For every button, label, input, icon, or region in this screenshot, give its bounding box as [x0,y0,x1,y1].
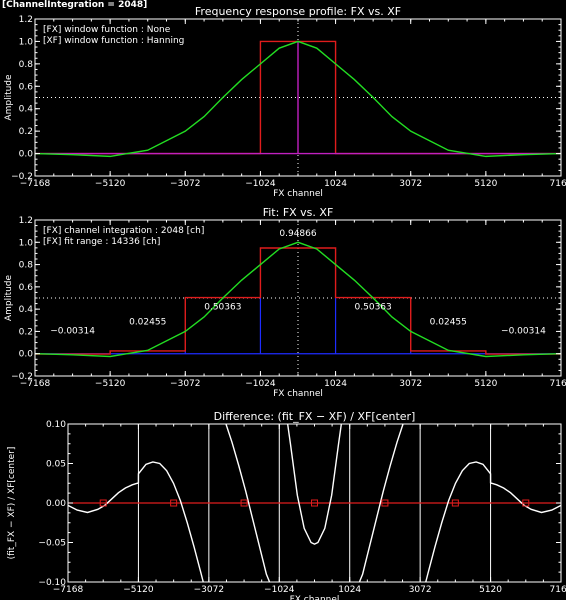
series-line-difference [490,482,561,514]
chart-panel-2: Fit: FX vs. XF −0.00314 0.02455 0.50363 0.94… [4,206,566,399]
series-line-fx_impulse [35,41,561,155]
x-tick-label: 5120 [474,379,497,389]
annotation-text: [XF] window function : Hanning [43,36,184,46]
bin-value-label: 0.94866 [279,229,316,239]
x-axis-label: FX channel [273,189,323,199]
y-tick-label: −0.10 [38,578,66,588]
y-tick-label: 1.0 [19,37,34,47]
y-tick-label: 0.2 [19,327,33,337]
bin-value-label: 0.50363 [355,303,392,313]
y-tick-label: 0.4 [19,305,34,315]
annotation-text: [FX] window function : None [43,25,171,35]
x-tick-label: −1024 [245,179,276,189]
y-tick-label: 0.10 [46,420,66,430]
y-tick-label: −0.2 [11,372,33,382]
x-tick-label: −1024 [245,379,276,389]
y-tick-label: 0.8 [19,261,34,271]
x-tick-label: 7168 [550,585,566,595]
x-tick-label: −7168 [53,585,84,595]
annotation-text: [FX] channel integration : 2048 [ch] [43,226,204,236]
data-marker [170,499,178,507]
fit-step-line [35,247,561,355]
y-tick-label: 0.05 [46,460,66,470]
y-tick-label: 0.6 [19,82,34,92]
chart-title: Fit: FX vs. XF [263,206,334,219]
x-tick-label: 1024 [338,585,361,595]
x-tick-label: −7168 [20,179,51,189]
chart-header: [ChannelIntegration = 2048] [2,0,148,10]
x-tick-label: −7168 [20,379,51,389]
y-tick-label: 0.00 [46,499,66,509]
series-line-difference [137,461,204,582]
series-line-difference [225,424,271,582]
data-marker [381,499,389,507]
data-marker [522,499,530,507]
y-tick-label: 1.0 [19,238,34,248]
chart-panel-3: Difference: (fit_FX − XF) / XF[center] −7… [7,410,566,600]
x-tick-label: −5120 [95,179,126,189]
x-tick-label: −1024 [264,585,295,595]
bin-value-label: −0.00314 [50,327,95,337]
x-tick-label: 7168 [550,179,566,189]
x-tick-label: −3072 [170,179,200,189]
data-marker [311,499,318,507]
bin-value-label: −0.00314 [501,327,546,337]
chart-title: Frequency response profile: FX vs. XF [195,5,401,18]
data-marker [99,499,107,507]
y-tick-label: 0.0 [19,150,34,160]
x-axis-label: FX channel [290,595,340,600]
series-line-difference [425,461,492,582]
y-tick-label: 1.2 [19,216,33,226]
x-tick-label: 7168 [550,379,566,389]
x-tick-label: 3072 [409,585,432,595]
bin-value-label: 0.02455 [430,318,467,328]
x-tick-label: 1024 [324,179,347,189]
y-tick-label: 0.0 [19,350,34,360]
y-tick-label: 0.8 [19,60,34,70]
y-axis-label: (fit_FX − XF) / XF[center] [7,447,17,560]
y-axis-label: Amplitude [4,74,14,121]
y-axis-label: Amplitude [4,274,14,321]
y-tick-label: 0.6 [19,283,34,293]
x-tick-label: 3072 [399,379,422,389]
x-tick-label: 5120 [474,179,497,189]
series-line-difference [68,482,139,514]
x-tick-label: 1024 [324,379,347,389]
x-tick-label: −3072 [170,379,200,389]
plot-area [68,424,561,582]
annotation-text: [FX] fit range : 14336 [ch] [43,237,160,247]
y-tick-label: 1.2 [19,15,33,25]
plot-area [35,19,561,176]
y-tick-label: 0.2 [19,127,33,137]
x-tick-label: −5120 [123,585,154,595]
chart-title: Difference: (fit_FX − XF) / XF[center] [214,410,416,423]
y-tick-label: 0.4 [19,105,34,115]
x-tick-label: −3072 [194,585,224,595]
bin-value-label: 0.50363 [204,303,241,313]
y-tick-label: −0.05 [38,539,66,549]
plot-area [35,220,561,376]
y-tick-label: −0.2 [11,172,33,182]
data-marker [451,499,459,507]
bin-value-label: 0.02455 [129,318,166,328]
data-marker [240,499,248,507]
x-tick-label: −5120 [95,379,126,389]
series-line-xf [35,40,561,158]
x-axis-label: FX channel [273,389,323,399]
x-tick-label: 5120 [479,585,502,595]
x-tick-label: 3072 [399,179,422,189]
series-line-difference [358,424,404,582]
series-line-xf [35,241,561,358]
chart-panel-1: Frequency response profile: FX vs. XF −71… [4,5,566,199]
series-line-difference [286,424,343,545]
